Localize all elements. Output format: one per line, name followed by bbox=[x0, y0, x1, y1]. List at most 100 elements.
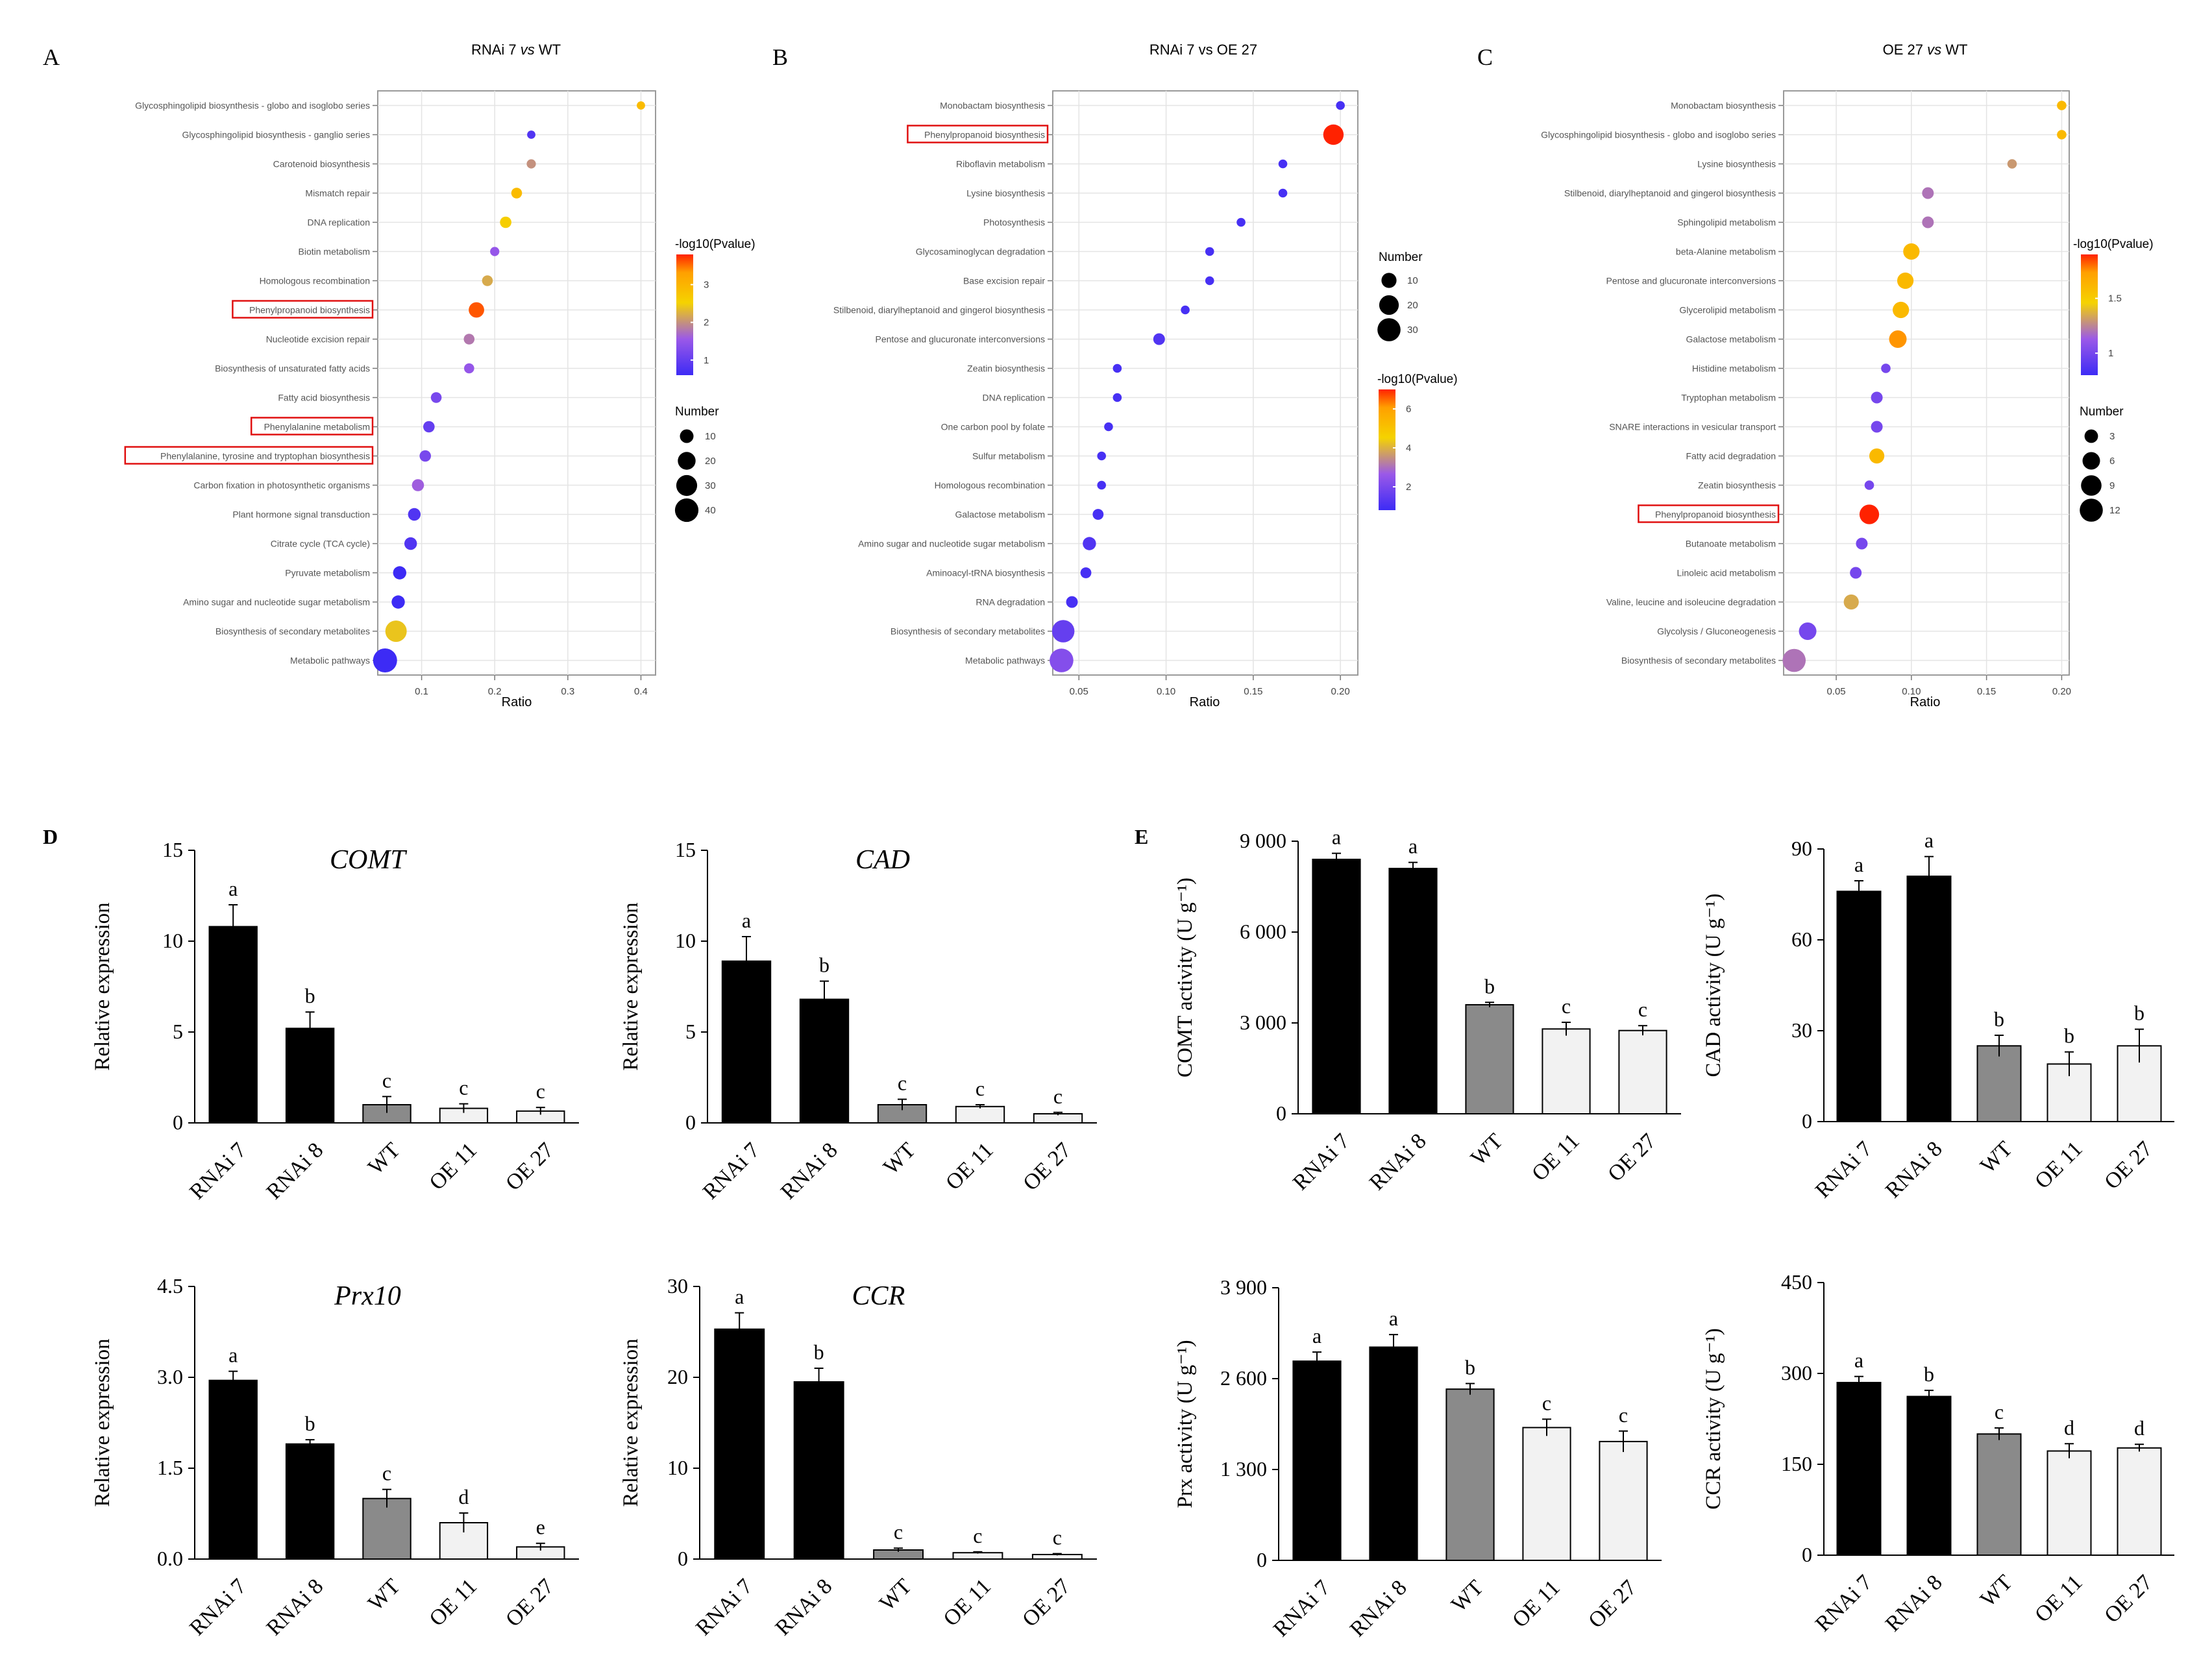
term-label: Phenylalanine metabolism bbox=[264, 422, 370, 432]
term-label: Monobactam biosynthesis bbox=[940, 101, 1045, 111]
term-label: Butanoate metabolism bbox=[1686, 539, 1776, 549]
x-tick-label: 0.10 bbox=[1157, 686, 1175, 697]
data-point bbox=[1843, 594, 1859, 610]
color-bar-tick-label: 1 bbox=[2108, 348, 2113, 359]
term-labels: Monobactam biosynthesis Phenylpropanoid b… bbox=[833, 101, 1045, 666]
size-key-dot bbox=[2082, 452, 2100, 470]
bar bbox=[208, 926, 258, 1124]
y-tick-label: 30 bbox=[1791, 1018, 1812, 1042]
plot-area bbox=[1052, 90, 1358, 676]
y-tick-label: 2 600 bbox=[1220, 1366, 1267, 1390]
size-key-dot bbox=[1377, 318, 1401, 341]
data-point bbox=[423, 421, 435, 433]
highlight-boxes bbox=[1638, 504, 1780, 523]
category-label: OE 11 bbox=[2030, 1570, 2087, 1627]
term-label: Carbon fixation in photosynthetic organi… bbox=[193, 480, 370, 491]
size-legend-title: Number bbox=[1379, 251, 1423, 264]
significance-letter: c bbox=[1542, 1391, 1551, 1414]
significance-letter: b bbox=[1484, 974, 1495, 998]
x-tick-label: 0.2 bbox=[488, 686, 502, 697]
significance-letter: a bbox=[228, 1344, 238, 1367]
term-label: Pyruvate metabolism bbox=[285, 568, 370, 578]
chart-title: Prx10 bbox=[334, 1281, 401, 1311]
x-tick-label: 0.05 bbox=[1826, 686, 1845, 697]
panel-letter-b: B bbox=[772, 44, 788, 70]
term-label: Carotenoid biosynthesis bbox=[273, 159, 370, 169]
grid-x bbox=[1836, 91, 2063, 675]
term-label: beta-Alanine metabolism bbox=[1676, 247, 1776, 257]
bar bbox=[1445, 1388, 1495, 1561]
term-label: Phenylpropanoid biosynthesis bbox=[1655, 510, 1776, 520]
significance-letter: b bbox=[1465, 1356, 1475, 1379]
category-label: RNAi 7 bbox=[1288, 1129, 1355, 1195]
size-key-dot bbox=[1379, 295, 1399, 315]
bar bbox=[799, 998, 850, 1124]
category-label: OE 27 bbox=[1018, 1138, 1075, 1195]
significance-letter: c bbox=[536, 1079, 545, 1103]
term-label: Stilbenoid, diarylheptanoid and gingerol… bbox=[1564, 188, 1776, 199]
category-label: WT bbox=[1976, 1570, 2017, 1612]
significance-letter: d bbox=[458, 1485, 469, 1508]
size-keys: 10 20 30 bbox=[1377, 273, 1418, 341]
term-label: Riboflavin metabolism bbox=[956, 159, 1045, 169]
data-point bbox=[1871, 391, 1883, 404]
significance-letter: c bbox=[1638, 998, 1647, 1021]
x-tick-label: 0.1 bbox=[415, 686, 428, 697]
bar bbox=[1618, 1029, 1667, 1114]
x-tick-label: 0.05 bbox=[1070, 686, 1088, 697]
significance-letter: a bbox=[1854, 1349, 1863, 1372]
term-label: Glycosaminoglycan degradation bbox=[916, 247, 1045, 257]
category-label: WT bbox=[1447, 1575, 1488, 1617]
y-tick-label: 3.0 bbox=[157, 1365, 183, 1388]
bar-chart-prx-activity: 0 1 300 2 600 3 900 Prx activity (U g⁻¹) a RNA… bbox=[1174, 1275, 1662, 1641]
term-label: Stilbenoid, diarylheptanoid and gingerol… bbox=[833, 305, 1045, 315]
data-point bbox=[1897, 272, 1914, 289]
bar bbox=[1599, 1440, 1648, 1561]
color-bar-tick-label: 2 bbox=[704, 317, 709, 328]
size-key-dot bbox=[2084, 429, 2098, 443]
data-point bbox=[1092, 509, 1104, 520]
bar bbox=[721, 960, 772, 1124]
x-tick-label: 0.10 bbox=[1902, 686, 1921, 697]
panel-letter-a: A bbox=[43, 44, 60, 70]
size-key-dot bbox=[1381, 273, 1397, 288]
data-point bbox=[1181, 305, 1190, 315]
data-point bbox=[1922, 187, 1934, 199]
y-tick-label: 20 bbox=[667, 1365, 688, 1388]
category-label: RNAi 7 bbox=[1811, 1570, 1877, 1636]
y-axis-label: CAD activity (U g⁻¹) bbox=[1702, 893, 1725, 1077]
x-axis-label: Ratio bbox=[1910, 695, 1941, 709]
plot-area bbox=[377, 90, 656, 676]
significance-letter: b bbox=[305, 1412, 315, 1435]
term-label: Lysine biosynthesis bbox=[1697, 159, 1776, 169]
highlight-box bbox=[250, 417, 374, 436]
term-label: Fatty acid biosynthesis bbox=[278, 393, 370, 403]
term-label: Biosynthesis of secondary metabolites bbox=[891, 626, 1045, 637]
significance-letter: e bbox=[536, 1516, 545, 1539]
significance-letter: d bbox=[2134, 1416, 2144, 1440]
category-label: RNAi 8 bbox=[1881, 1137, 1947, 1203]
y-axis-label: COMT activity (U g⁻¹) bbox=[1174, 878, 1197, 1077]
term-label: One carbon pool by folate bbox=[941, 422, 1046, 432]
bar-chart-cad-activity: 0 30 60 90 CAD activity (U g⁻¹) a RNAi 7 a RNAi … bbox=[1702, 829, 2174, 1203]
category-label: RNAi 7 bbox=[1811, 1137, 1877, 1203]
x-tick-label: 0.3 bbox=[561, 686, 574, 697]
size-key-label: 3 bbox=[2109, 431, 2115, 442]
data-point bbox=[1859, 504, 1880, 524]
data-point bbox=[2007, 159, 2017, 169]
size-key-dot bbox=[680, 429, 694, 443]
term-label: Metabolic pathways bbox=[290, 656, 370, 666]
category-label: RNAi 8 bbox=[1346, 1575, 1412, 1641]
size-key-label: 20 bbox=[1407, 300, 1418, 311]
data-point bbox=[1104, 422, 1113, 432]
y-tick-label: 6 000 bbox=[1240, 920, 1286, 943]
bar bbox=[1976, 1433, 2022, 1556]
significance-letter: c bbox=[1053, 1526, 1062, 1549]
significance-letter: b bbox=[2064, 1024, 2074, 1048]
size-key-dot bbox=[2081, 475, 2102, 496]
size-key-label: 6 bbox=[2109, 456, 2115, 467]
bar bbox=[1976, 1045, 2022, 1123]
bar bbox=[1522, 1427, 1571, 1561]
category-label: WT bbox=[875, 1574, 916, 1616]
